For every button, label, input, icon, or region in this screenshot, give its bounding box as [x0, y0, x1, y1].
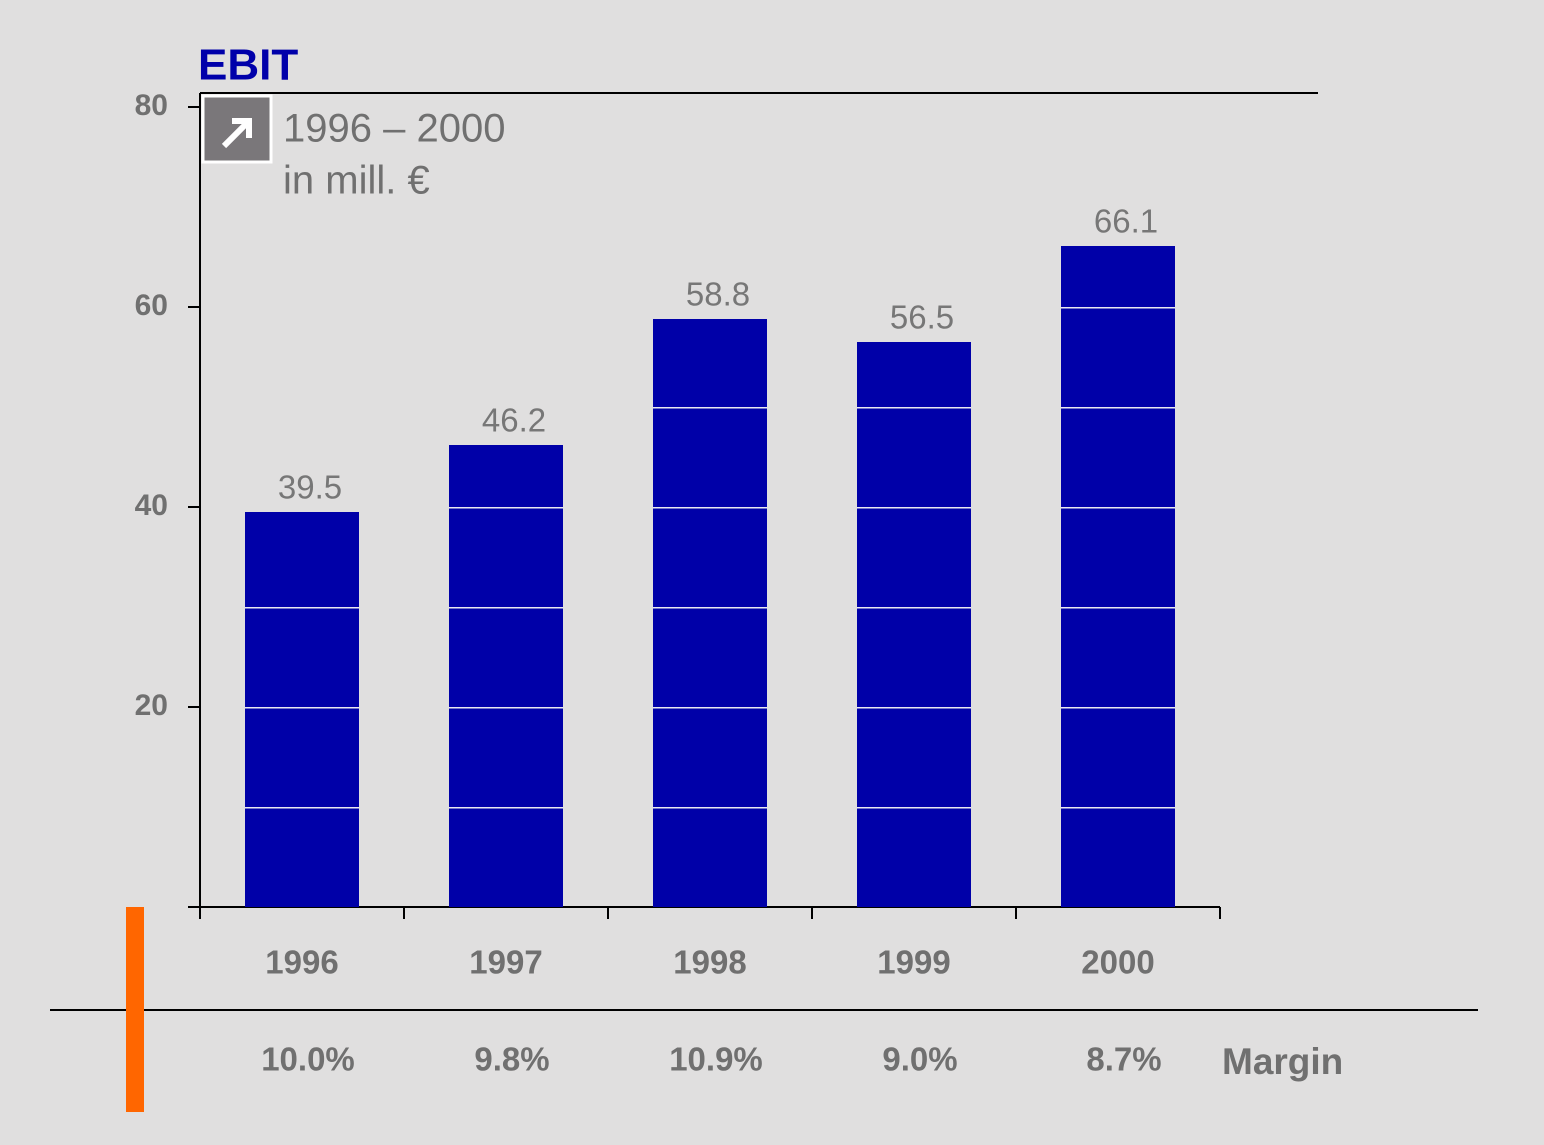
x-tick-label: 1996 [265, 944, 338, 981]
value-label: 56.5 [890, 299, 954, 336]
value-label: 46.2 [482, 402, 546, 439]
x-tick-label: 1999 [877, 944, 950, 981]
value-label: 39.5 [278, 469, 342, 506]
bar [245, 512, 359, 907]
x-tick-label: 1998 [673, 944, 746, 981]
bar [1061, 246, 1175, 907]
margin-label: Margin [1222, 1041, 1343, 1082]
x-tick-label: 2000 [1081, 944, 1154, 981]
subtitle: 1996 – 2000 [283, 107, 505, 151]
bar [857, 342, 971, 907]
margin-value: 9.0% [882, 1041, 957, 1078]
margin-value: 9.8% [474, 1041, 549, 1078]
subtitle: in mill. € [283, 159, 430, 203]
bar [449, 445, 563, 907]
chart-title: EBIT [198, 41, 298, 90]
y-tick-label: 40 [135, 489, 168, 522]
accent-bar [126, 907, 144, 1112]
bar [653, 319, 767, 907]
margin-value: 10.9% [669, 1041, 763, 1078]
y-tick-label: 60 [135, 289, 168, 322]
value-label: 58.8 [686, 276, 750, 313]
margin-value: 8.7% [1086, 1041, 1161, 1078]
y-tick-label: 80 [135, 89, 168, 122]
margin-value: 10.0% [261, 1041, 355, 1078]
icon [201, 94, 273, 164]
y-tick-label: 20 [135, 689, 168, 722]
value-label: 66.1 [1094, 203, 1158, 240]
x-tick-label: 1997 [469, 944, 542, 981]
